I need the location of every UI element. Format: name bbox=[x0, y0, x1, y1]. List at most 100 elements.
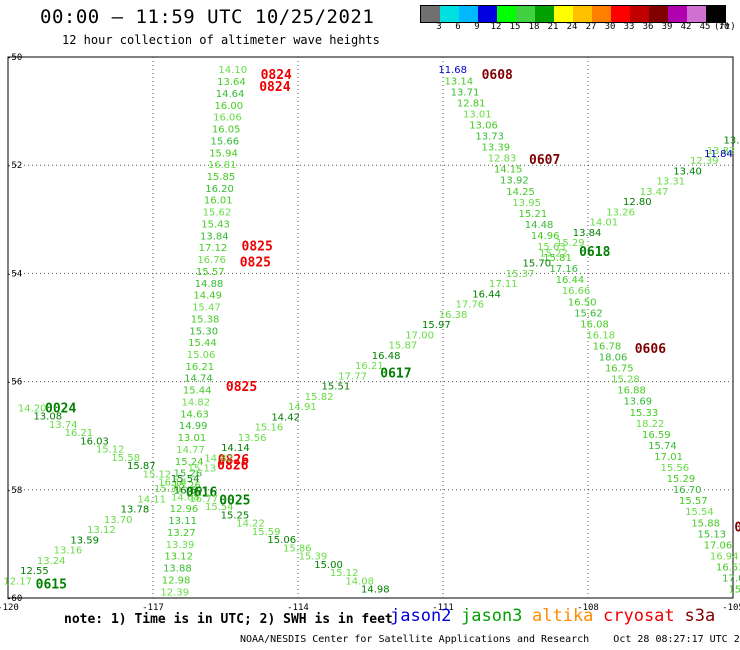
color-scale-tick: 3 bbox=[436, 22, 442, 32]
longitude-label: -120 bbox=[0, 603, 19, 613]
color-swatch bbox=[516, 6, 535, 22]
wave-height-value: 16.81 bbox=[208, 160, 237, 171]
wave-height-value: 13.56 bbox=[238, 433, 267, 444]
wave-height-value: 13.69 bbox=[623, 397, 652, 408]
wave-height-value: 13.33 bbox=[724, 136, 740, 147]
wave-height-value: 15.54 bbox=[205, 502, 234, 513]
wave-height-value: 15.57 bbox=[196, 267, 225, 278]
wave-height-value: 15.58 bbox=[111, 453, 140, 464]
color-swatch bbox=[497, 6, 516, 22]
longitude-label: -114 bbox=[287, 603, 309, 613]
wave-height-value: 11.68 bbox=[438, 65, 467, 76]
longitude-label: -105 bbox=[722, 603, 740, 613]
wave-height-value: 15.12 bbox=[96, 445, 125, 456]
wave-height-value: 16.44 bbox=[472, 289, 501, 300]
wave-height-value: 13.59 bbox=[70, 535, 99, 546]
wave-height-value: 14.08 bbox=[345, 576, 374, 587]
wave-height-value: 14.15 bbox=[494, 165, 523, 176]
wave-height-value: 13.73 bbox=[475, 132, 504, 143]
latitude-label: -54 bbox=[6, 269, 22, 279]
wave-height-value: 17.77 bbox=[338, 371, 367, 382]
color-scale-unit: (ft) bbox=[714, 22, 736, 32]
color-swatch bbox=[611, 6, 630, 22]
wave-height-value: 14.63 bbox=[180, 409, 209, 420]
wave-height-value: 15.16 bbox=[255, 423, 284, 434]
pass-time-label: 0617 bbox=[380, 366, 411, 381]
wave-height-value: 13.39 bbox=[166, 540, 195, 551]
wave-height-value: 18.22 bbox=[636, 419, 665, 430]
wave-height-value: 15.70 bbox=[523, 259, 552, 270]
pass-time-label: 0825 bbox=[240, 256, 271, 271]
wave-height-value: 13.64 bbox=[217, 77, 246, 88]
wave-height-value: 15.37 bbox=[506, 269, 535, 280]
wave-height-value: 14.74 bbox=[184, 374, 213, 385]
wave-height-value: 15.51 bbox=[322, 382, 351, 393]
wave-height-value: 17.00 bbox=[405, 330, 434, 341]
wave-height-value: 12.39 bbox=[160, 587, 189, 598]
longitude-label: -117 bbox=[142, 603, 164, 613]
wave-height-value: 15.44 bbox=[188, 338, 217, 349]
latitude-label: -58 bbox=[6, 486, 22, 496]
wave-height-value: 13.12 bbox=[164, 552, 193, 563]
wave-height-value: 15.85 bbox=[207, 172, 236, 183]
color-scale-tick: 21 bbox=[547, 22, 559, 32]
pass-time-label: 0824 bbox=[261, 68, 292, 83]
wave-height-value: 13.71 bbox=[451, 87, 480, 98]
wave-height-value: 16.78 bbox=[593, 341, 622, 352]
wave-height-value: 17.11 bbox=[489, 279, 518, 290]
wave-height-value: 15.22 bbox=[539, 248, 568, 259]
wave-height-value: 16.48 bbox=[372, 351, 401, 362]
wave-height-value: 16.50 bbox=[568, 297, 597, 308]
wave-height-value: 13.84 bbox=[573, 228, 602, 239]
color-scale-bar bbox=[420, 5, 726, 23]
color-scale-tick: 18 bbox=[528, 22, 540, 32]
wave-height-value: 15.87 bbox=[389, 341, 418, 352]
units-note: note: 1) Time is in UTC; 2) SWH is in fe… bbox=[64, 612, 393, 627]
wave-height-value: 13.47 bbox=[640, 187, 669, 198]
color-swatch bbox=[459, 6, 478, 22]
wave-height-value: 15.26 bbox=[172, 481, 201, 492]
wave-height-value: 17.06 bbox=[704, 540, 733, 551]
color-scale-tick: 27 bbox=[585, 22, 597, 32]
wave-height-value: 16.05 bbox=[212, 125, 241, 136]
color-scale-tick: 12 bbox=[490, 22, 502, 32]
pass-time-label: 0605 bbox=[734, 521, 740, 536]
wave-height-value: 14.82 bbox=[204, 453, 233, 464]
wave-height-value: 15.12 bbox=[143, 469, 172, 480]
wave-height-value: 15.62 bbox=[574, 308, 603, 319]
color-scale-tick: 15 bbox=[509, 22, 521, 32]
wave-height-value: 14.99 bbox=[179, 421, 208, 432]
wave-height-value: 17.01 bbox=[722, 574, 740, 585]
pass-time-label: 0826 bbox=[217, 458, 248, 473]
wave-height-value: 13.26 bbox=[606, 207, 635, 218]
wave-height-value: 12.39 bbox=[690, 156, 719, 167]
wave-height-value: 15.25 bbox=[221, 510, 250, 521]
wave-height-value: 15.81 bbox=[543, 253, 572, 264]
pass-time-label: 0618 bbox=[579, 245, 610, 260]
wave-height-value: 15.56 bbox=[660, 463, 689, 474]
wave-height-value: 15.59 bbox=[252, 527, 281, 538]
wave-height-value: 16.01 bbox=[204, 196, 233, 207]
wave-height-value: 16.21 bbox=[65, 428, 94, 439]
wave-height-value: 13.12 bbox=[87, 525, 116, 536]
wave-height-value: 12.80 bbox=[623, 197, 652, 208]
wave-height-value: 15.06 bbox=[267, 535, 296, 546]
wave-height-value: 16.77 bbox=[189, 494, 218, 505]
latitude-label: -60 bbox=[6, 594, 22, 604]
color-swatch bbox=[440, 6, 459, 22]
pass-time-label: 0826 bbox=[218, 453, 249, 468]
wave-height-value: 13.27 bbox=[167, 528, 196, 539]
wave-height-value: 16.00 bbox=[214, 101, 243, 112]
pass-time-label: 0825 bbox=[226, 380, 257, 395]
color-scale-labels: 3 6 9 12 15 18 21 24 27 30 33 36 39 42 45 70 bbox=[420, 22, 740, 34]
wave-height-value: 15.47 bbox=[192, 303, 221, 314]
color-scale-tick: 33 bbox=[623, 22, 635, 32]
wave-height-value: 14.91 bbox=[288, 402, 317, 413]
wave-height-value: 13.84 bbox=[200, 231, 229, 242]
generated-timestamp: Oct 28 08:27:17 UTC 2021 bbox=[613, 634, 740, 645]
color-swatch bbox=[630, 6, 649, 22]
wave-height-value: 12.96 bbox=[170, 504, 199, 515]
wave-height-value: 16.20 bbox=[205, 184, 234, 195]
wave-height-value: 13.74 bbox=[49, 420, 78, 431]
wave-height-value: 16.21 bbox=[355, 361, 384, 372]
